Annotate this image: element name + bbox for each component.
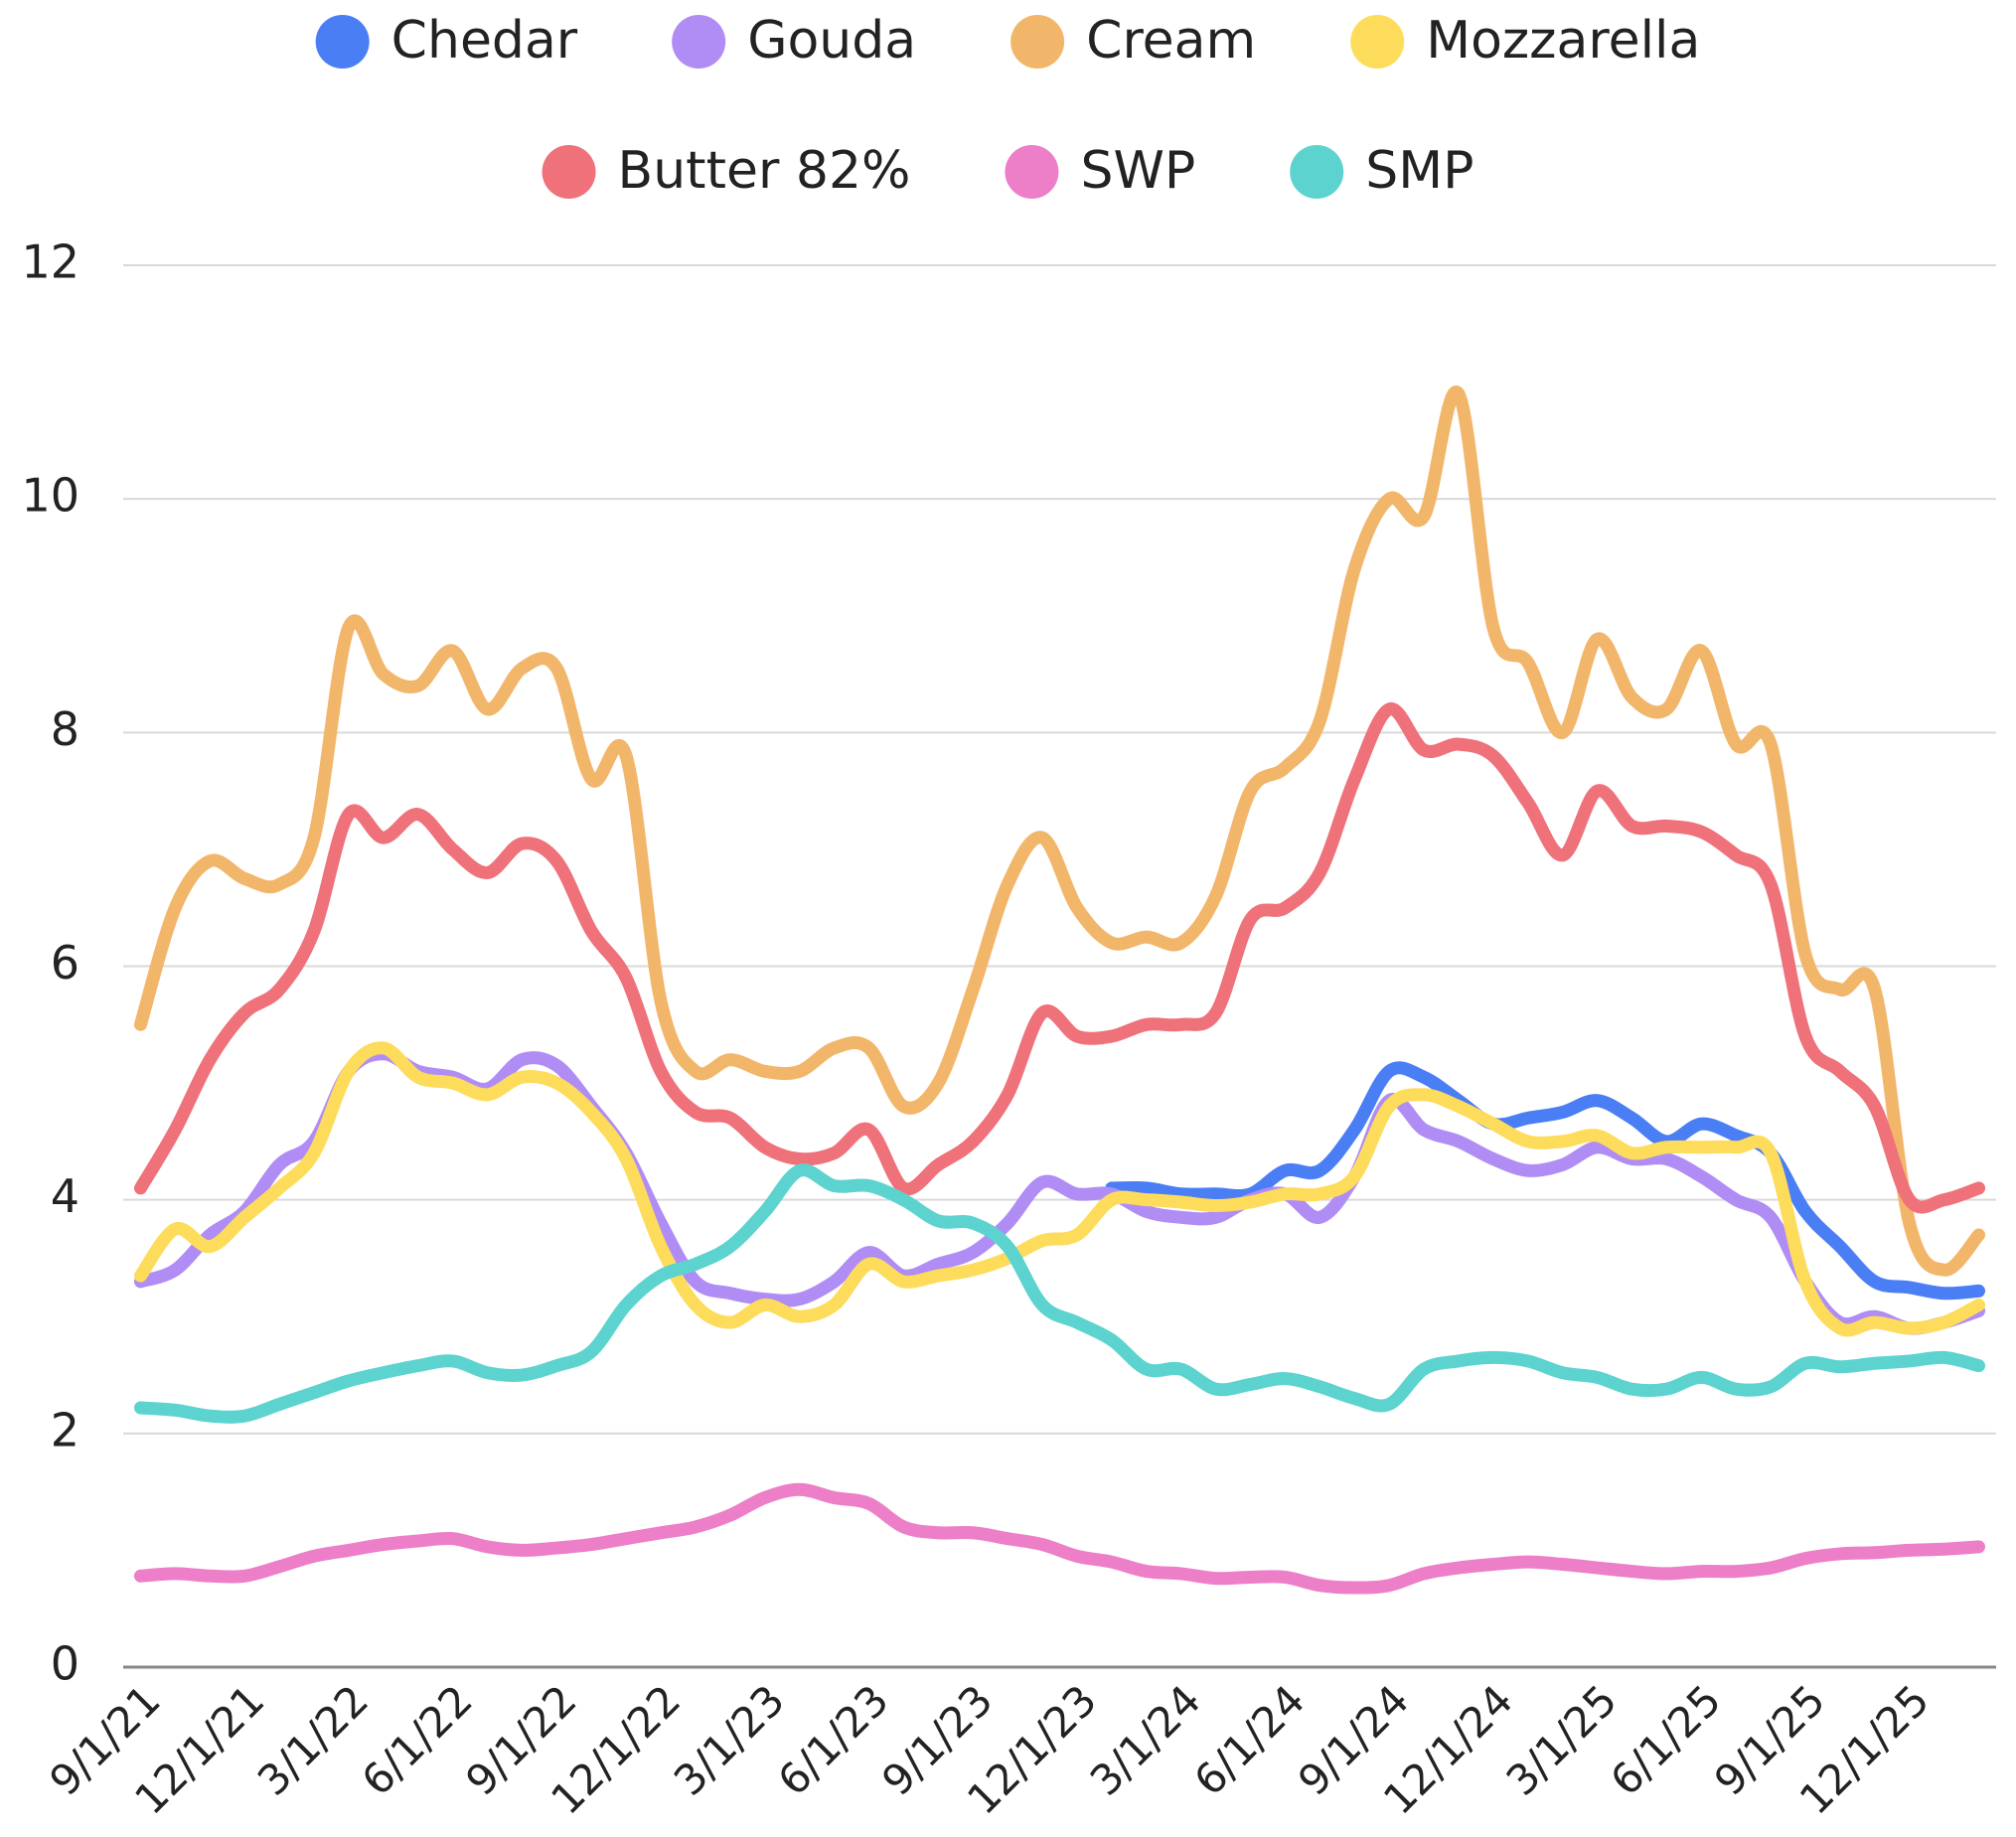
series-line [133, 1047, 1986, 1335]
legend-marker [672, 15, 726, 69]
y-tick-label: 4 [51, 1169, 79, 1223]
legend-label: Mozzarella [1426, 11, 1700, 71]
series-line [1105, 1061, 1986, 1301]
legend-row: Chedar Gouda Cream Mozzarella [315, 11, 1700, 71]
y-tick-label: 10 [21, 469, 79, 523]
legend-label: Gouda [747, 11, 916, 71]
y-tick-label: 8 [51, 702, 79, 756]
legend-marker [1010, 15, 1065, 69]
x-tick-label: 6/1/25 [1601, 1676, 1730, 1805]
legend-marker [1290, 145, 1344, 199]
legend-marker [1350, 15, 1405, 69]
legend-label: Cream [1086, 11, 1256, 71]
series-line [133, 702, 1986, 1214]
x-tick-label: 6/1/23 [768, 1676, 897, 1805]
legend-marker [542, 145, 596, 199]
legend-row: Butter 82% SWP SMP [542, 141, 1473, 201]
x-tick-label: 3/1/22 [248, 1676, 378, 1805]
x-tick-label: 3/1/23 [665, 1676, 794, 1805]
legend-marker [1005, 145, 1059, 199]
y-tick-label: 2 [51, 1403, 79, 1456]
x-tick-label: 3/1/25 [1497, 1676, 1627, 1805]
y-tick-label: 6 [51, 936, 79, 990]
y-tick-label: 0 [51, 1637, 79, 1691]
series-line [133, 384, 1986, 1277]
series-line [133, 1163, 1986, 1424]
x-tick-label: 6/1/22 [353, 1676, 482, 1805]
y-tick-label: 12 [21, 235, 79, 289]
x-tick-label: 6/1/24 [1184, 1676, 1314, 1805]
legend-label: SWP [1080, 141, 1195, 201]
legend-label: Butter 82% [618, 141, 911, 201]
legend-label: Chedar [391, 11, 578, 71]
legend-marker [315, 15, 370, 69]
series-line [133, 1482, 1986, 1595]
series-line [133, 1041, 1986, 1337]
x-tick-label: 3/1/24 [1081, 1676, 1210, 1805]
legend-label: SMP [1365, 141, 1473, 201]
